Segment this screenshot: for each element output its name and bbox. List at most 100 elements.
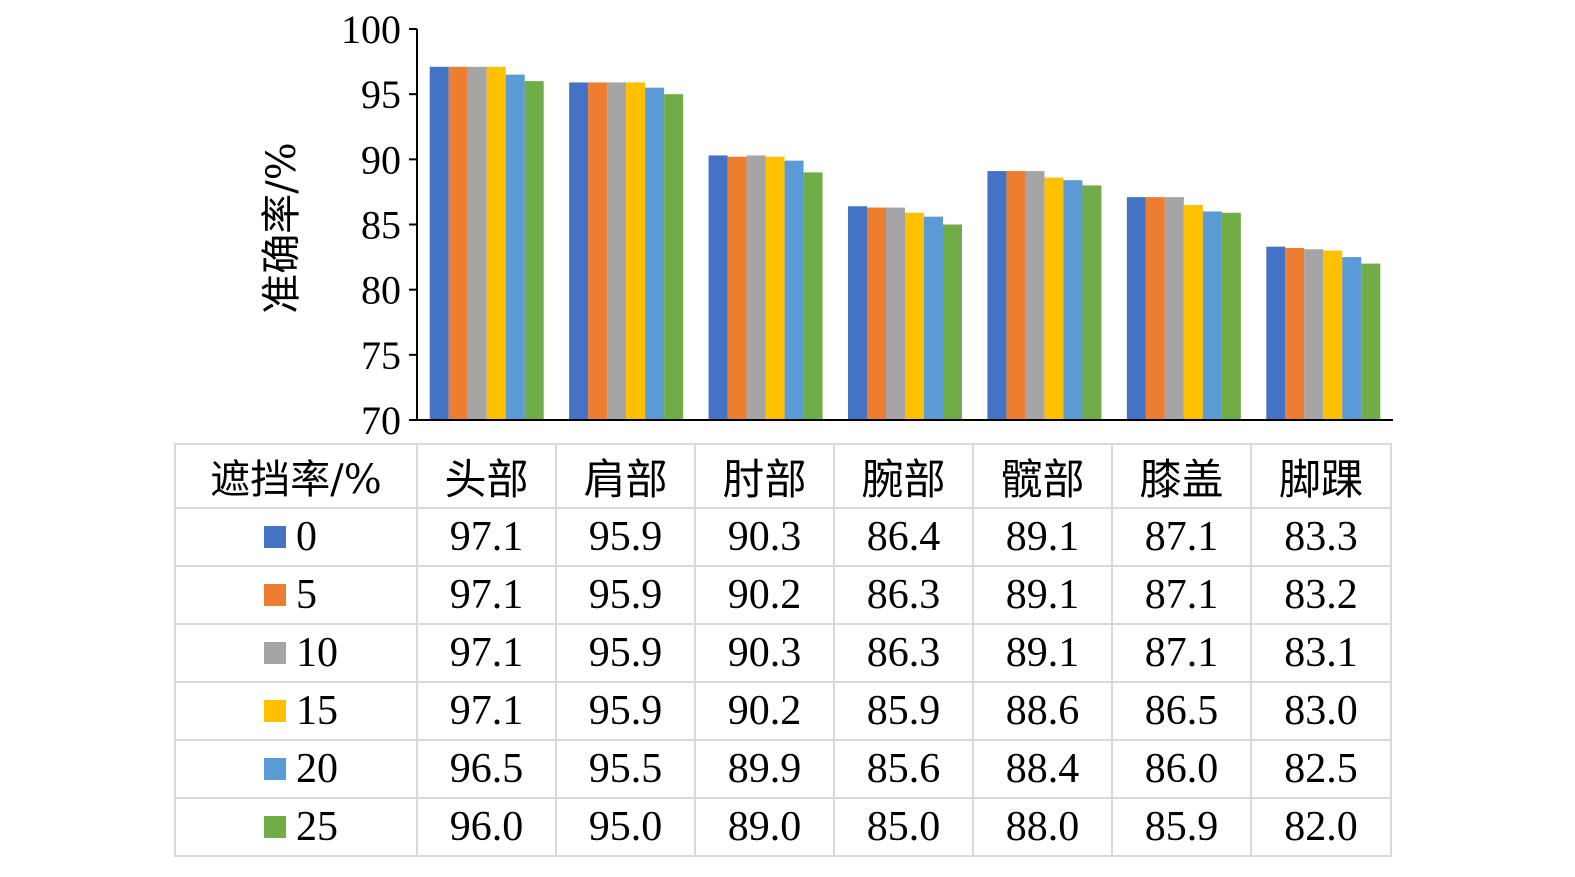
bar bbox=[1183, 204, 1203, 420]
bar bbox=[1221, 212, 1241, 420]
bars bbox=[429, 66, 1381, 421]
bar bbox=[1202, 211, 1222, 420]
y-tick-label: 80 bbox=[361, 268, 401, 313]
data-label: 85.9 bbox=[833, 681, 974, 741]
bar bbox=[1285, 247, 1305, 420]
legend-header: 遮挡率/% bbox=[174, 443, 418, 509]
legend-label: 5 bbox=[296, 572, 317, 618]
bar bbox=[943, 224, 962, 420]
bar bbox=[727, 156, 747, 421]
bar bbox=[1006, 171, 1026, 420]
legend-entry: 10 bbox=[174, 623, 418, 683]
category-label: 脚踝 bbox=[1250, 443, 1392, 509]
bar bbox=[524, 81, 544, 420]
data-label: 85.0 bbox=[833, 797, 974, 857]
table-row: 25 96.0 95.0 89.0 85.0 88.0 85.9 82.0 bbox=[174, 797, 1392, 857]
bar bbox=[448, 66, 468, 421]
data-label: 83.1 bbox=[1250, 623, 1392, 683]
data-label: 95.9 bbox=[555, 507, 696, 567]
bar bbox=[924, 216, 943, 420]
category-label: 肘部 bbox=[694, 443, 835, 509]
legend-label: 15 bbox=[296, 688, 338, 734]
bar bbox=[626, 82, 646, 420]
table-row: 5 97.1 95.9 90.2 86.3 89.1 87.1 83.2 bbox=[174, 565, 1392, 625]
svg-text:准确率/%: 准确率/% bbox=[259, 142, 305, 313]
table-header-row: 遮挡率/% 头部 肩部 肘部 腕部 髋部 膝盖 脚踝 bbox=[174, 443, 1392, 509]
bar bbox=[803, 172, 823, 420]
legend-label: 10 bbox=[296, 630, 338, 676]
legend-entry: 5 bbox=[174, 565, 418, 625]
bar bbox=[429, 66, 449, 421]
data-label: 86.3 bbox=[833, 623, 974, 683]
data-label: 83.3 bbox=[1250, 507, 1392, 567]
data-label: 95.9 bbox=[555, 681, 696, 741]
y-tick-label: 70 bbox=[361, 398, 401, 443]
table-row: 0 97.1 95.9 90.3 86.4 89.1 87.1 83.3 bbox=[174, 507, 1392, 567]
data-label: 95.5 bbox=[555, 739, 696, 799]
legend-entry: 15 bbox=[174, 681, 418, 741]
legend-label: 20 bbox=[296, 746, 338, 792]
data-label: 86.4 bbox=[833, 507, 974, 567]
data-label: 88.4 bbox=[972, 739, 1113, 799]
bar bbox=[1145, 197, 1165, 420]
bar bbox=[708, 155, 728, 421]
y-tick-label: 85 bbox=[361, 203, 401, 248]
data-label: 97.1 bbox=[416, 623, 557, 683]
data-label: 87.1 bbox=[1111, 565, 1252, 625]
bar bbox=[784, 160, 804, 420]
category-label: 头部 bbox=[416, 443, 557, 509]
data-label: 85.6 bbox=[833, 739, 974, 799]
bar bbox=[1126, 197, 1146, 420]
bar bbox=[1304, 249, 1324, 420]
bar bbox=[867, 207, 886, 420]
data-label: 97.1 bbox=[416, 565, 557, 625]
bar bbox=[607, 82, 627, 420]
legend-entry: 25 bbox=[174, 797, 418, 857]
bar bbox=[848, 206, 867, 420]
bar bbox=[505, 74, 525, 421]
data-label: 95.0 bbox=[555, 797, 696, 857]
data-label: 96.5 bbox=[416, 739, 557, 799]
category-label: 肩部 bbox=[555, 443, 696, 509]
bar bbox=[987, 171, 1007, 420]
legend-entry: 20 bbox=[174, 739, 418, 799]
bar bbox=[1082, 185, 1102, 420]
bar bbox=[645, 87, 665, 421]
data-label: 82.5 bbox=[1250, 739, 1392, 799]
data-label: 96.0 bbox=[416, 797, 557, 857]
legend-swatch bbox=[264, 642, 286, 665]
bar bbox=[486, 66, 506, 421]
data-label: 90.3 bbox=[694, 507, 835, 567]
bar bbox=[886, 207, 905, 420]
bar bbox=[1025, 171, 1045, 420]
y-tick-label: 75 bbox=[361, 333, 401, 378]
bar bbox=[467, 66, 487, 421]
data-label: 90.3 bbox=[694, 623, 835, 683]
bar bbox=[588, 82, 608, 420]
data-label: 90.2 bbox=[694, 565, 835, 625]
bar bbox=[1044, 177, 1064, 420]
bar bbox=[1063, 180, 1083, 420]
data-label: 89.9 bbox=[694, 739, 835, 799]
data-label: 83.2 bbox=[1250, 565, 1392, 625]
data-label: 89.1 bbox=[972, 623, 1113, 683]
data-label: 97.1 bbox=[416, 681, 557, 741]
data-label: 89.0 bbox=[694, 797, 835, 857]
data-label: 83.0 bbox=[1250, 681, 1392, 741]
data-label: 90.2 bbox=[694, 681, 835, 741]
legend-swatch bbox=[264, 584, 286, 607]
bar bbox=[569, 82, 589, 420]
legend-label: 25 bbox=[296, 804, 338, 850]
data-label: 89.1 bbox=[972, 565, 1113, 625]
y-tick-label: 95 bbox=[361, 72, 401, 117]
data-label: 95.9 bbox=[555, 565, 696, 625]
bar bbox=[746, 155, 766, 421]
bar bbox=[905, 212, 924, 420]
category-label: 腕部 bbox=[833, 443, 974, 509]
data-label: 89.1 bbox=[972, 507, 1113, 567]
y-axis-ticks: 70 75 80 85 90 95 100 bbox=[341, 7, 417, 443]
bar bbox=[1361, 263, 1381, 420]
data-label: 87.1 bbox=[1111, 507, 1252, 567]
table-row: 20 96.5 95.5 89.9 85.6 88.4 86.0 82.5 bbox=[174, 739, 1392, 799]
